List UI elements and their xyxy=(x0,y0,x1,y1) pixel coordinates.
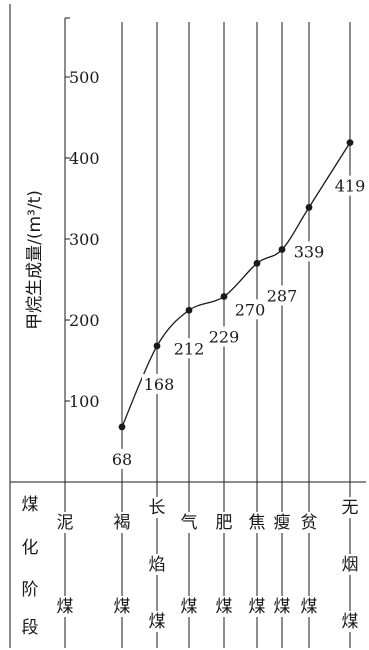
stage-header-char: 化 xyxy=(22,538,39,558)
data-label-bg xyxy=(333,175,367,196)
category-label-bg xyxy=(55,596,75,617)
category-label-bg xyxy=(214,596,234,617)
data-label-bg xyxy=(265,285,299,306)
category-label-bg xyxy=(179,596,199,617)
data-label: 229 xyxy=(209,328,240,347)
category-label-char: 煤 xyxy=(114,597,131,617)
category-label-char: 泥 xyxy=(57,513,74,533)
stage-header-char: 煤 xyxy=(22,495,39,515)
category-label-char: 无 xyxy=(342,498,359,518)
category-label-char: 肥 xyxy=(216,513,233,533)
data-label-bg xyxy=(142,373,176,394)
category-label-bg xyxy=(340,497,360,518)
category-label-char: 长 xyxy=(149,498,166,518)
category-label-char: 瘦 xyxy=(274,513,291,533)
category-label-char: 焰 xyxy=(149,555,166,575)
data-label: 419 xyxy=(335,177,366,196)
data-label: 270 xyxy=(235,300,266,319)
grid-layer xyxy=(9,4,366,648)
y-tick-label: 300 xyxy=(69,230,100,249)
data-point xyxy=(278,246,286,253)
category-label-bg xyxy=(147,497,167,518)
category-label-bg xyxy=(55,512,75,533)
category-label-bg xyxy=(272,512,292,533)
category-label-bg xyxy=(299,596,319,617)
data-label: 68 xyxy=(112,450,132,469)
y-tick-label: 400 xyxy=(69,149,100,168)
data-point xyxy=(220,293,228,300)
y-tick-label: 100 xyxy=(69,392,100,411)
stage-header-char: 段 xyxy=(22,618,39,638)
data-point xyxy=(346,139,354,147)
data-label-bg xyxy=(172,338,206,359)
category-label-char: 气 xyxy=(181,513,198,533)
stage-header-char: 阶 xyxy=(22,580,39,600)
data-point xyxy=(153,342,161,350)
data-label: 168 xyxy=(144,375,175,394)
series-layer xyxy=(118,139,354,431)
data-label: 339 xyxy=(294,242,325,261)
data-point xyxy=(253,259,261,267)
data-label: 287 xyxy=(267,287,298,306)
category-label-char: 焦 xyxy=(249,513,266,533)
category-label-bg xyxy=(147,554,167,575)
category-label-bg xyxy=(112,596,132,617)
data-label-bg xyxy=(207,326,241,347)
category-label-char: 煤 xyxy=(216,597,233,617)
category-label-bg xyxy=(147,611,167,632)
category-label-char: 煤 xyxy=(249,597,266,617)
data-label: 212 xyxy=(174,339,205,358)
y-tick-label: 500 xyxy=(69,68,100,87)
category-label-char: 煤 xyxy=(342,612,359,632)
data-point xyxy=(305,204,313,211)
category-label-char: 贫 xyxy=(301,513,318,533)
category-label-bg xyxy=(272,596,292,617)
category-label-char: 煤 xyxy=(274,597,291,617)
category-label-char: 煤 xyxy=(57,597,74,617)
category-label-bg xyxy=(299,512,319,533)
category-label-bg xyxy=(340,611,360,632)
category-label-bg xyxy=(340,554,360,575)
axis-layer: 100 200 300 400 500 xyxy=(65,17,100,411)
category-label-char: 煤 xyxy=(181,597,198,617)
data-point xyxy=(185,306,193,314)
data-label-bg xyxy=(105,448,139,469)
category-label-bg xyxy=(214,512,234,533)
data-label-bg xyxy=(233,299,267,320)
y-tick-label: 200 xyxy=(69,311,100,330)
category-label-char: 煤 xyxy=(301,597,318,617)
y-axis-label: 甲烷生成量/(m³/t) xyxy=(25,190,45,330)
category-label-char: 烟 xyxy=(342,555,359,575)
category-label-char: 煤 xyxy=(149,612,166,632)
category-label-char: 褐 xyxy=(114,513,131,533)
data-point xyxy=(118,423,126,431)
data-label-bg xyxy=(292,241,326,262)
category-label-bg xyxy=(179,512,199,533)
category-label-bg xyxy=(247,512,267,533)
category-label-bg xyxy=(247,596,267,617)
category-label-bg xyxy=(112,512,132,533)
